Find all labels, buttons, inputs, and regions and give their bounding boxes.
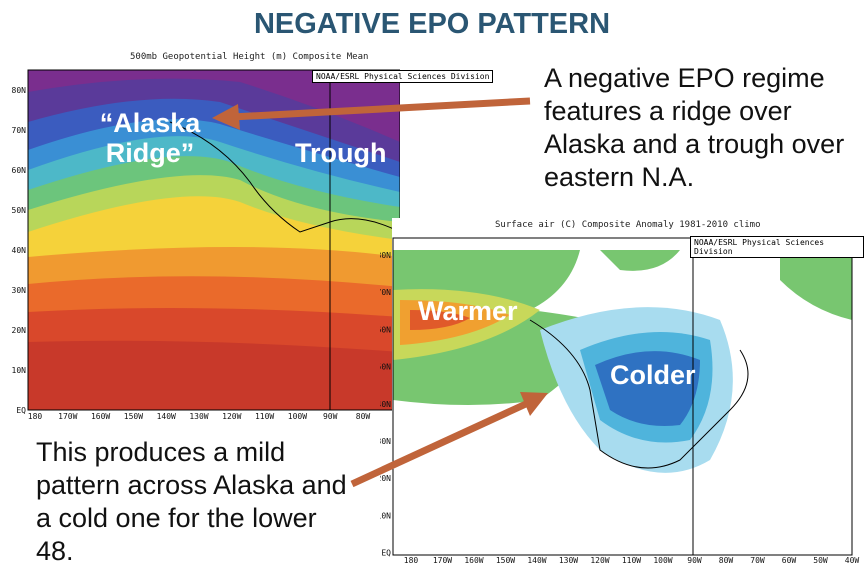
lon-label: 140W [527,556,546,565]
lat-label: 80N [380,251,391,260]
lon-label: 110W [255,412,274,421]
warm-area [600,250,680,271]
lon-label: 90W [323,412,338,421]
lon-label: 140W [157,412,176,421]
map-label: Warmer [418,296,518,326]
lon-label: 80W [719,556,734,565]
lon-label: 100W [653,556,672,565]
lon-label: 150W [496,556,515,565]
lon-label: 170W [58,412,77,421]
lon-label: 130W [559,556,578,565]
lon-label: 180 [28,412,43,421]
map-credit: NOAA/ESRL Physical Sciences Division [690,236,864,258]
arrow [231,97,531,121]
coastline [169,121,400,233]
warm-area [410,310,470,330]
lon-label: 180 [404,556,419,565]
map-title: Surface air (C) Composite Anomaly 1981-2… [495,220,761,230]
lat-label: 60N [380,325,391,334]
lat-label: 50N [380,363,391,372]
map-frame [392,237,853,556]
lat-label: 30N [12,286,27,295]
lon-label: 110W [622,556,641,565]
lat-label: 60N [12,166,27,175]
lon-label: 120W [222,412,241,421]
lat-label: 20N [12,326,27,335]
coastline [529,319,749,469]
lat-label: 30N [380,437,391,446]
lat-label: 50N [12,206,27,215]
map-label: Colder [610,360,696,390]
map-frame [27,69,400,411]
lon-label: 40W [845,556,860,565]
lon-label: 50W [813,556,828,565]
slide-title: NEGATIVE EPO PATTERN [253,8,611,40]
lat-label: 70N [380,288,391,297]
lat-label: 40N [12,246,27,255]
map-label: “Alaska Ridge” [99,108,201,168]
lon-label: 100W [288,412,307,421]
lat-label: 80N [12,86,27,95]
lon-label: 90W [687,556,702,565]
band [28,70,400,142]
map-title: 500mb Geopotential Height (m) Composite … [130,52,369,62]
lat-label: EQ [381,549,391,558]
lon-label: 70W [750,556,765,565]
lon-label: 60W [782,556,797,565]
arrowhead [520,392,548,416]
arrow [350,399,530,488]
lat-label: EQ [16,406,26,415]
map-credit: NOAA/ESRL Physical Sciences Division [312,70,494,83]
lon-label: 160W [91,412,110,421]
lon-label: 130W [189,412,208,421]
anomaly-map: 80N 70N 60N 50N 40N 30N 20N 10N EQ 180 170W 160W 150… [380,237,860,565]
lon-label: 120W [590,556,609,565]
lon-label: 170W [433,556,452,565]
lat-label: 20N [380,474,391,483]
lat-label: 40N [380,400,391,409]
lat-label: 10N [380,511,391,520]
annotation: A negative EPO regime features a ridge o… [544,63,845,192]
lon-label: 150W [124,412,143,421]
lat-label: 70N [12,126,27,135]
cold-area [595,351,700,426]
warm-area [780,250,852,320]
annotation: This produces a mild pattern across Alas… [36,437,347,566]
lat-label: 10N [12,366,27,375]
map-label: Trough [295,138,387,168]
lon-label: 80W [356,412,371,421]
arrowhead [212,104,240,130]
lon-label: 160W [464,556,483,565]
